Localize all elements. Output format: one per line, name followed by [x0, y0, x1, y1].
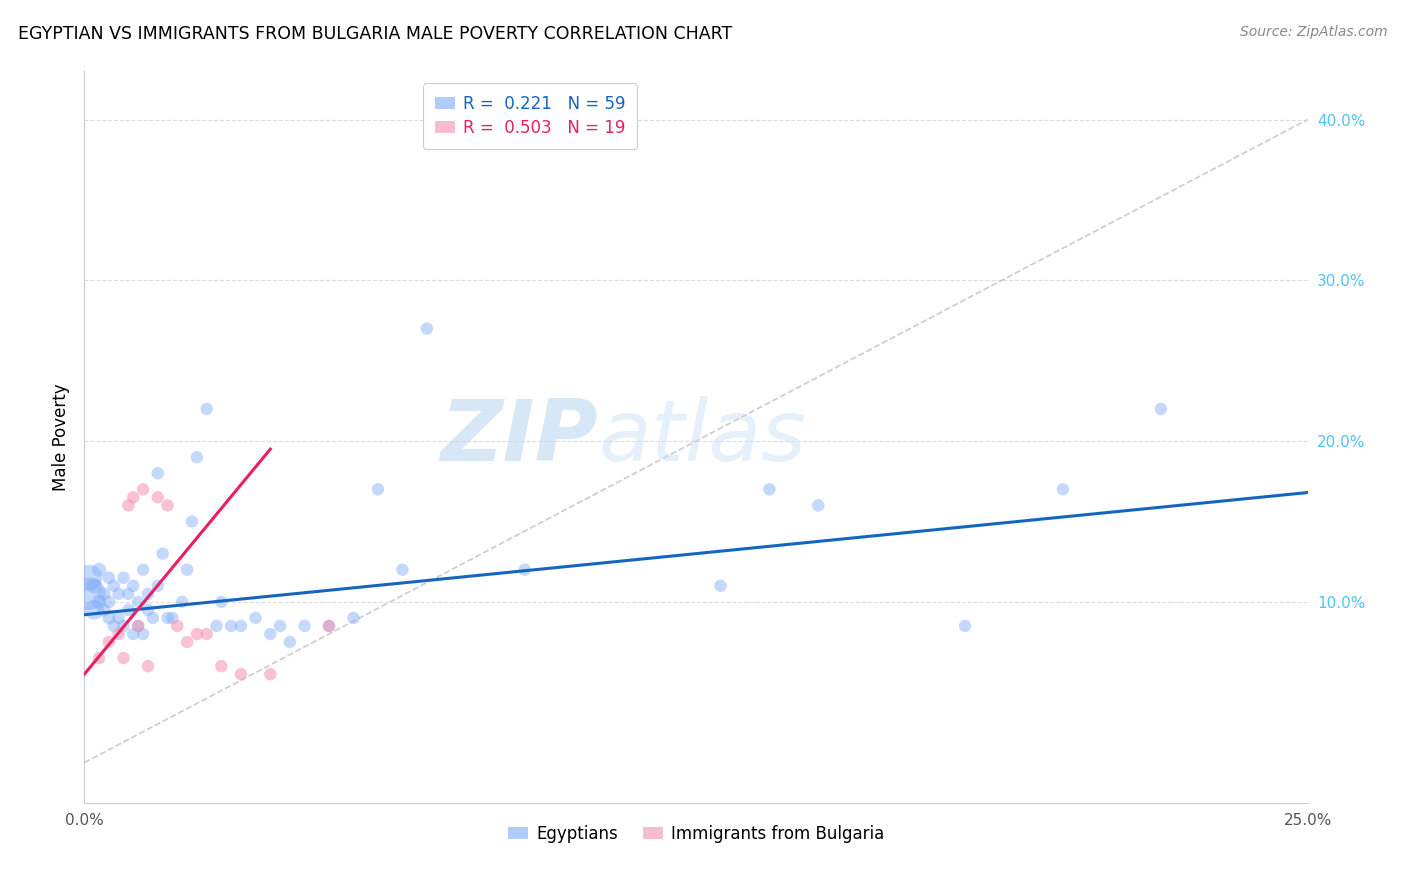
Point	[807, 499, 830, 513]
Point	[513, 563, 536, 577]
Point	[107, 587, 129, 601]
Point	[122, 579, 145, 593]
Point	[181, 515, 204, 529]
Point	[103, 579, 125, 593]
Text: EGYPTIAN VS IMMIGRANTS FROM BULGARIA MALE POVERTY CORRELATION CHART: EGYPTIAN VS IMMIGRANTS FROM BULGARIA MAL…	[18, 25, 733, 43]
Point	[342, 611, 364, 625]
Legend: Egyptians, Immigrants from Bulgaria: Egyptians, Immigrants from Bulgaria	[501, 818, 891, 849]
Point	[107, 611, 129, 625]
Point	[146, 579, 169, 593]
Point	[77, 587, 100, 601]
Point	[156, 499, 179, 513]
Point	[416, 321, 439, 335]
Point	[229, 619, 252, 633]
Point	[122, 491, 145, 505]
Point	[318, 619, 340, 633]
Point	[112, 571, 135, 585]
Point	[87, 651, 110, 665]
Point	[127, 619, 149, 633]
Point	[136, 587, 159, 601]
Point	[367, 483, 389, 497]
Point	[176, 635, 198, 649]
Point	[97, 595, 120, 609]
Point	[259, 627, 281, 641]
Point	[758, 483, 780, 497]
Point	[117, 603, 139, 617]
Point	[245, 611, 267, 625]
Point	[229, 667, 252, 681]
Point	[77, 571, 100, 585]
Y-axis label: Male Poverty: Male Poverty	[52, 384, 70, 491]
Point	[195, 627, 218, 641]
Point	[176, 563, 198, 577]
Point	[112, 619, 135, 633]
Point	[186, 450, 208, 465]
Point	[259, 667, 281, 681]
Point	[162, 611, 184, 625]
Point	[186, 627, 208, 641]
Text: Source: ZipAtlas.com: Source: ZipAtlas.com	[1240, 25, 1388, 39]
Point	[146, 467, 169, 481]
Point	[156, 611, 179, 625]
Point	[107, 627, 129, 641]
Point	[103, 619, 125, 633]
Point	[83, 603, 105, 617]
Point	[132, 563, 155, 577]
Point	[97, 611, 120, 625]
Point	[127, 595, 149, 609]
Point	[132, 483, 155, 497]
Point	[122, 627, 145, 641]
Point	[1052, 483, 1074, 497]
Point	[172, 595, 194, 609]
Point	[97, 571, 120, 585]
Point	[278, 635, 301, 649]
Point	[209, 595, 232, 609]
Point	[87, 595, 110, 609]
Point	[152, 547, 174, 561]
Point	[97, 635, 120, 649]
Point	[127, 619, 149, 633]
Point	[112, 651, 135, 665]
Text: ZIP: ZIP	[440, 395, 598, 479]
Point	[294, 619, 316, 633]
Text: atlas: atlas	[598, 395, 806, 479]
Point	[136, 659, 159, 673]
Point	[117, 587, 139, 601]
Point	[195, 401, 218, 416]
Point	[1150, 401, 1173, 416]
Point	[269, 619, 291, 633]
Point	[953, 619, 976, 633]
Point	[132, 627, 155, 641]
Point	[87, 563, 110, 577]
Point	[219, 619, 242, 633]
Point	[318, 619, 340, 633]
Point	[205, 619, 228, 633]
Point	[117, 499, 139, 513]
Point	[391, 563, 413, 577]
Point	[83, 579, 105, 593]
Point	[142, 611, 165, 625]
Point	[166, 619, 188, 633]
Point	[136, 603, 159, 617]
Point	[209, 659, 232, 673]
Point	[146, 491, 169, 505]
Point	[709, 579, 731, 593]
Point	[93, 587, 115, 601]
Point	[93, 603, 115, 617]
